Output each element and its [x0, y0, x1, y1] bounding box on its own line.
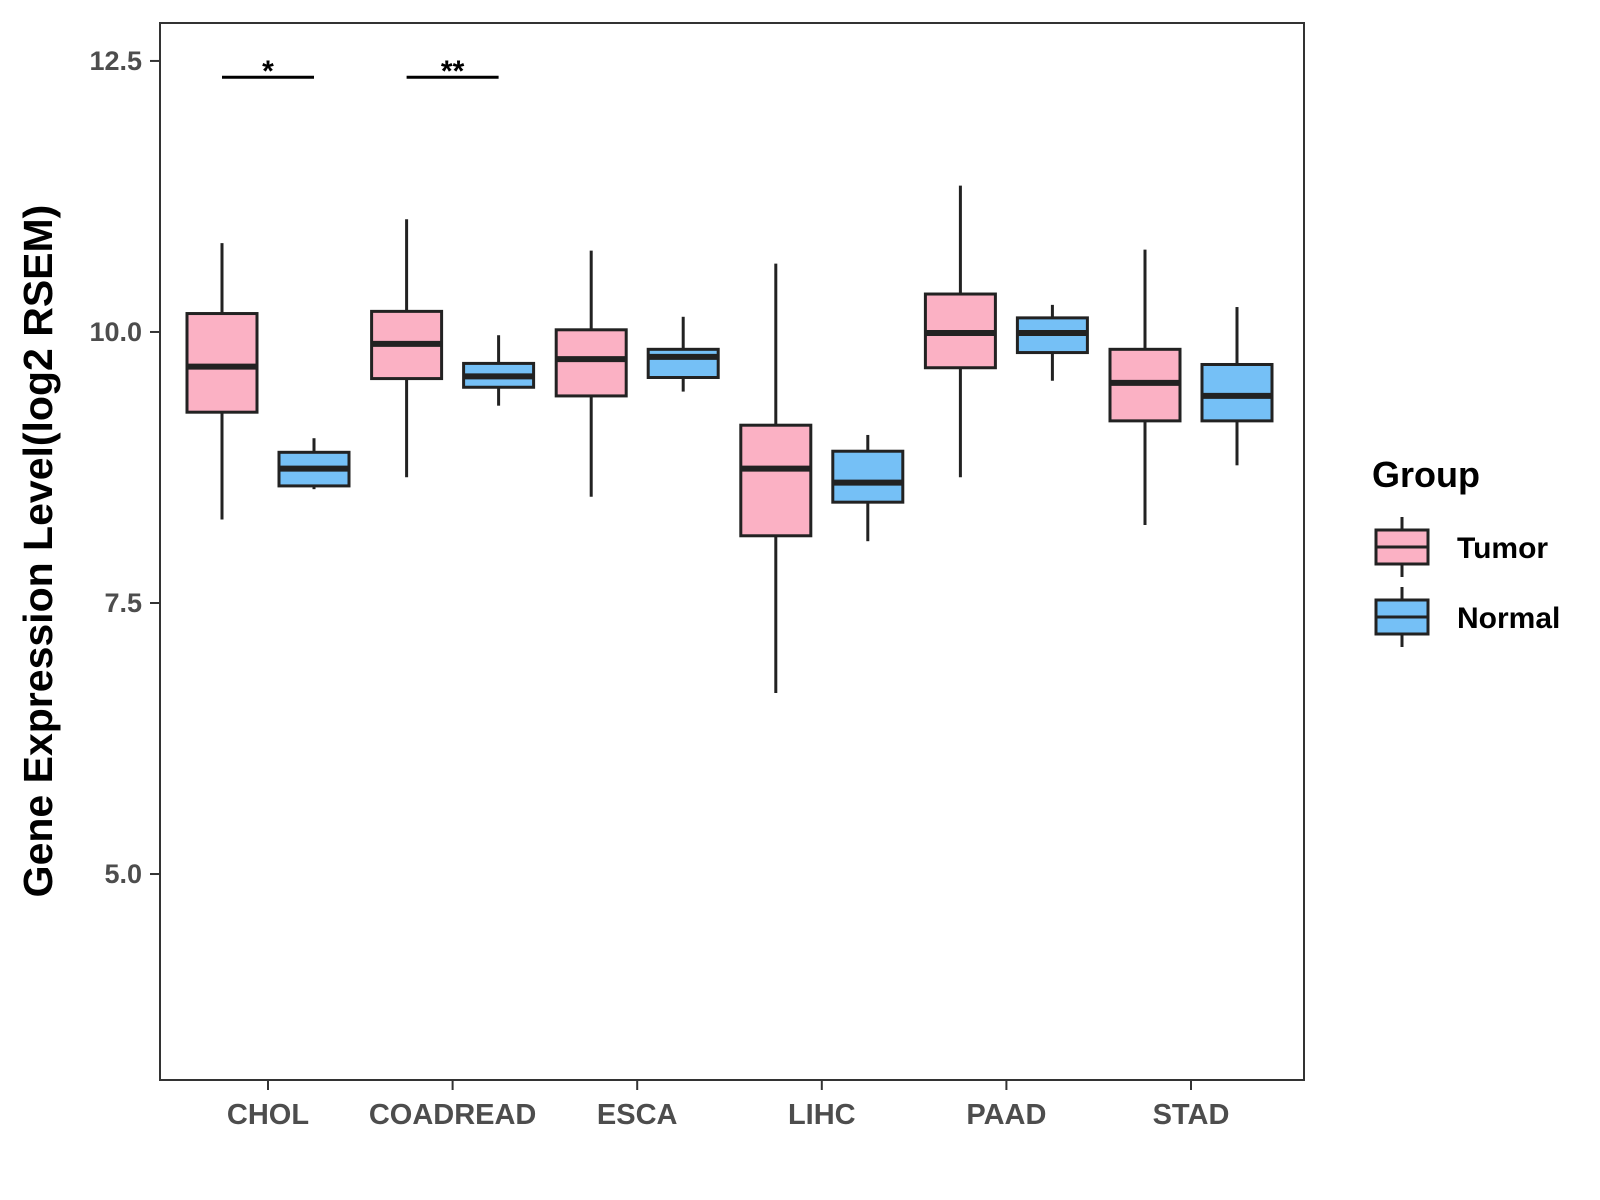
box-body — [1200, 362, 1274, 423]
legend-label-normal: Normal — [1457, 602, 1560, 635]
box-normal-chol — [277, 438, 351, 490]
x-axis: CHOL COADREAD ESCA LIHC PAAD STAD — [227, 1080, 1229, 1131]
box-tumor-esca — [554, 250, 628, 497]
significance-layer: * ** — [222, 55, 499, 88]
legend-key-normal — [1374, 587, 1430, 647]
plot-panel — [159, 22, 1305, 1081]
legend-label-tumor: Tumor — [1457, 532, 1548, 565]
x-tick-label: CHOL — [227, 1099, 309, 1131]
y-tick-label: 12.5 — [89, 46, 142, 76]
y-tick-label: 5.0 — [104, 859, 142, 889]
box-body — [739, 423, 813, 538]
box-layer — [185, 185, 1274, 693]
box-body — [831, 449, 905, 504]
legend: Group Tumor Normal — [1372, 454, 1560, 647]
box-tumor-stad — [1108, 249, 1182, 525]
x-tick-label: COADREAD — [369, 1099, 537, 1131]
y-axis: 5.0 7.5 10.0 12.5 — [89, 46, 160, 889]
box-body — [646, 347, 720, 380]
y-tick-label: 10.0 — [89, 317, 142, 347]
legend-title: Group — [1372, 454, 1480, 495]
y-axis-title: Gene Expression Level(log2 RSEM) — [15, 205, 61, 898]
box-normal-lihc — [831, 434, 905, 542]
box-body — [554, 328, 628, 398]
significance-label: * — [262, 55, 274, 88]
x-tick-label: STAD — [1153, 1099, 1230, 1131]
box-normal-stad — [1200, 307, 1274, 466]
x-tick-label: ESCA — [597, 1099, 678, 1131]
box-normal-esca — [646, 316, 720, 392]
legend-key-tumor — [1374, 517, 1430, 577]
y-tick-label: 7.5 — [104, 588, 142, 618]
x-tick-label: PAAD — [966, 1099, 1046, 1131]
box-tumor-lihc — [739, 263, 813, 693]
box-tumor-chol — [185, 243, 259, 520]
box-body — [185, 312, 259, 414]
box-normal-paad — [1015, 304, 1089, 381]
x-tick-label: LIHC — [788, 1099, 856, 1131]
significance-label: ** — [441, 55, 465, 88]
box-tumor-coadread — [370, 219, 444, 478]
box-normal-coadread — [462, 335, 536, 406]
box-tumor-paad — [923, 185, 997, 478]
